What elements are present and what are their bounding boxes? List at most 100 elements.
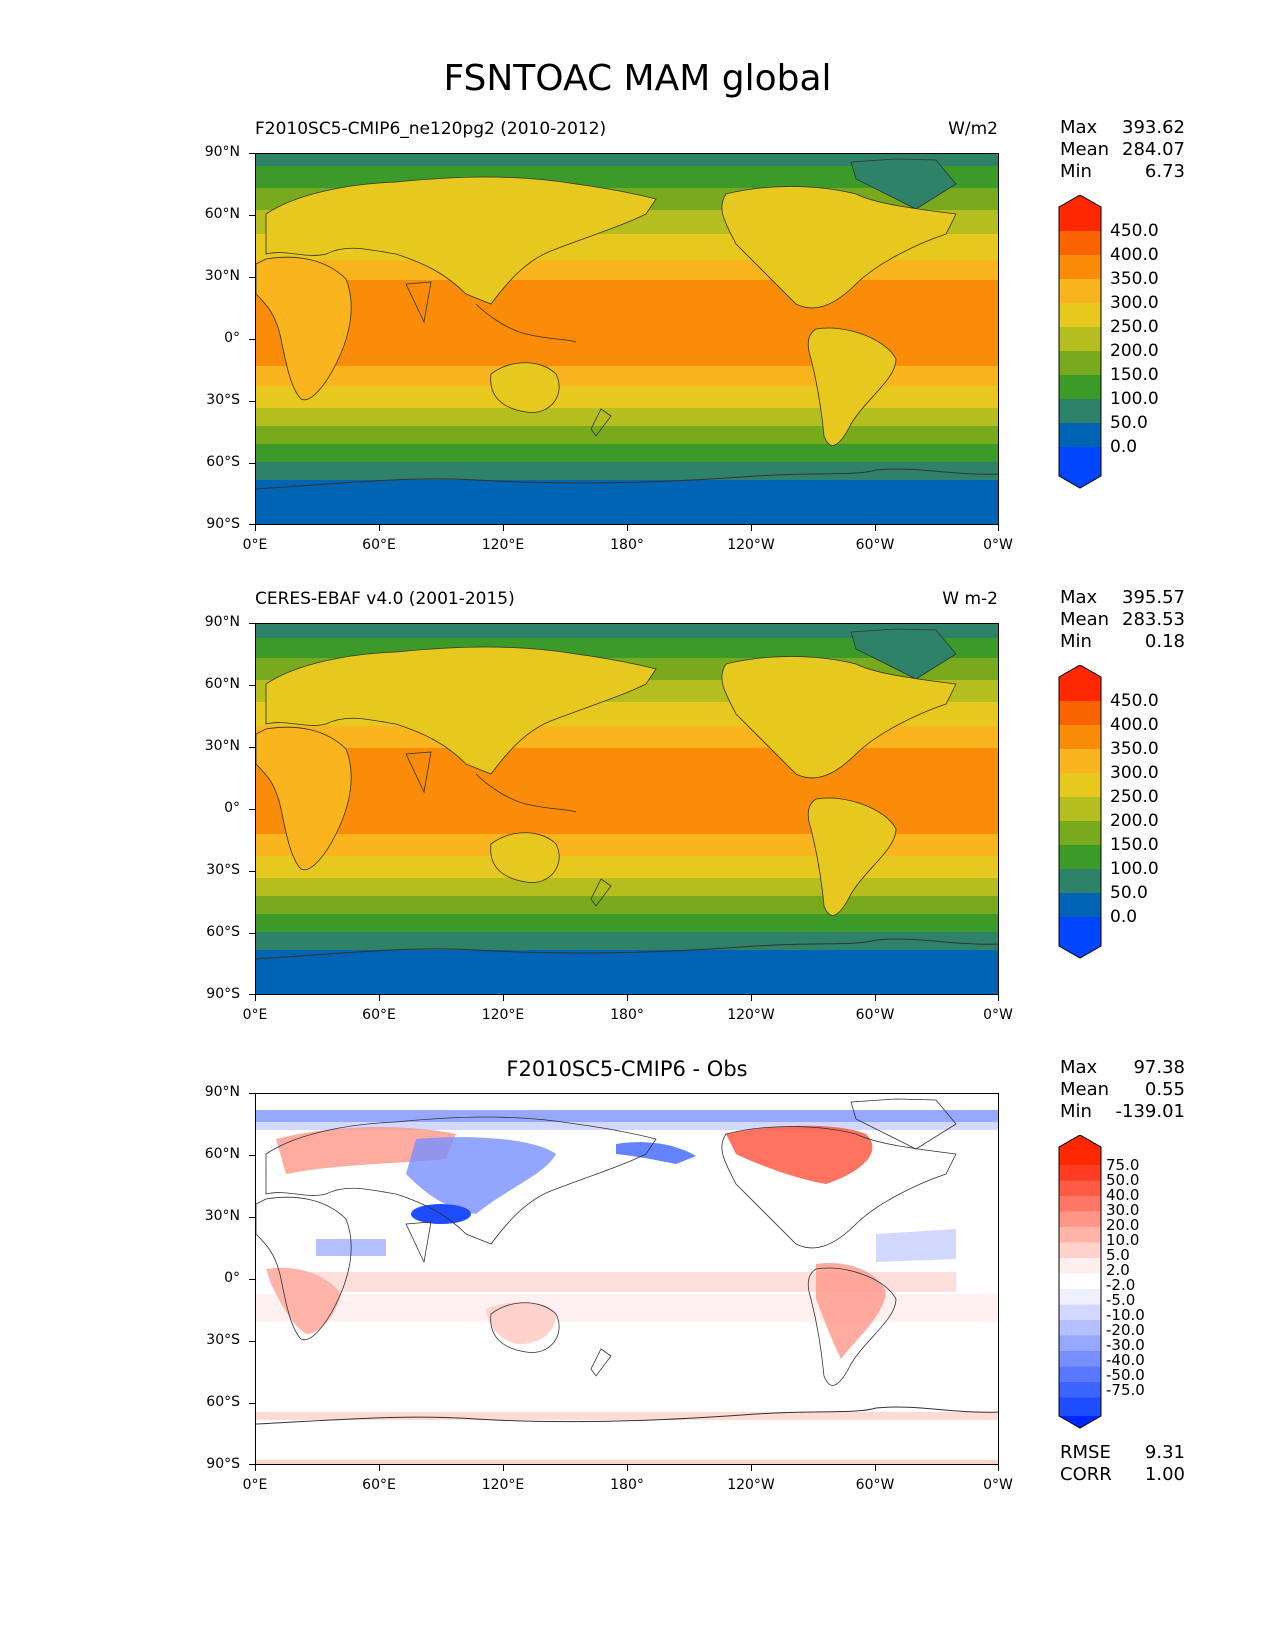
colorbar-label: -40.0 <box>1106 1351 1145 1369</box>
colorbar-label: 50.0 <box>1110 413 1148 433</box>
x-tick-label: 0°W <box>983 1007 1013 1023</box>
colorbar-label: 350.0 <box>1110 739 1159 759</box>
x-tick-label: 180° <box>610 1007 644 1023</box>
y-tick-label: 30°S <box>206 1332 240 1348</box>
x-tick-label: 60°E <box>362 537 396 553</box>
x-tick-label: 0°E <box>242 1477 268 1493</box>
map-plot <box>255 153 999 525</box>
y-tick-label: 60°N <box>204 1146 240 1162</box>
y-tick-label: 0° <box>224 800 240 816</box>
x-tick-label: 180° <box>610 537 644 553</box>
colorbar-label: 2.0 <box>1106 1261 1130 1279</box>
x-tick-label: 0°E <box>242 537 268 553</box>
colorbar-label: 20.0 <box>1106 1216 1140 1234</box>
colorbar-label: 250.0 <box>1110 317 1159 337</box>
stat-min-value: -139.01 <box>1115 1101 1185 1122</box>
y-tick-label: 90°N <box>204 144 240 160</box>
stat-rmse-label: RMSE <box>1060 1442 1111 1463</box>
colorbar-label: 50.0 <box>1110 883 1148 903</box>
y-tick-label: 90°S <box>206 986 240 1002</box>
colorbar-label: 100.0 <box>1110 389 1159 409</box>
stat-max-label: Max <box>1060 117 1098 138</box>
x-tick-label: 180° <box>610 1477 644 1493</box>
stat-min-label: Min <box>1060 631 1092 652</box>
colorbar-label: -20.0 <box>1106 1321 1145 1339</box>
panel-model: F2010SC5-CMIP6_ne120pg2 (2010-2012) W/m2 <box>0 0 1275 553</box>
stat-mean-label: Mean <box>1060 609 1110 630</box>
x-tick-label: 0°E <box>242 1007 268 1023</box>
colorbar-label: 0.0 <box>1110 437 1138 457</box>
colorbar-label: 40.0 <box>1106 1186 1140 1204</box>
colorbar-label: 200.0 <box>1110 811 1159 831</box>
x-tick-label: 60°E <box>362 1007 396 1023</box>
map-plot <box>255 623 999 995</box>
colorbar-label: 10.0 <box>1106 1231 1140 1249</box>
stat-corr-value: 1.00 <box>1144 1464 1185 1485</box>
x-tick-label: 120°W <box>727 537 775 553</box>
x-tick-label: 60°W <box>855 1477 895 1493</box>
y-tick-label: 90°S <box>206 1456 240 1472</box>
stat-max-label: Max <box>1060 587 1098 608</box>
colorbar <box>1058 665 1102 959</box>
colorbar-label: 350.0 <box>1110 269 1159 289</box>
colorbar-label: -30.0 <box>1106 1336 1145 1354</box>
x-tick-label: 60°E <box>362 1477 396 1493</box>
colorbar-label: -2.0 <box>1106 1276 1136 1294</box>
y-tick-label: 60°N <box>204 206 240 222</box>
x-tick-label: 60°W <box>855 537 895 553</box>
colorbar-label: 50.0 <box>1106 1171 1140 1189</box>
panel-title: F2010SC5-CMIP6 - Obs <box>506 1057 748 1081</box>
colorbar-label: -10.0 <box>1106 1306 1145 1324</box>
stat-max-value: 395.57 <box>1122 587 1185 608</box>
y-tick-label: 0° <box>224 330 240 346</box>
stat-mean-value: 284.07 <box>1122 139 1185 160</box>
colorbar-label: 400.0 <box>1110 245 1159 265</box>
colorbar <box>1058 1135 1102 1429</box>
y-tick-label: 60°S <box>206 1394 240 1410</box>
x-tick-label: 120°E <box>481 1007 525 1023</box>
stat-min-label: Min <box>1060 1101 1092 1122</box>
map-canvas <box>256 1094 998 1464</box>
stat-max-label: Max <box>1060 1057 1098 1078</box>
colorbar-label: 150.0 <box>1110 365 1159 385</box>
y-tick-label: 0° <box>224 1270 240 1286</box>
units-label: W/m2 <box>948 119 998 139</box>
stat-corr-label: CORR <box>1060 1464 1112 1485</box>
y-tick-label: 90°N <box>204 614 240 630</box>
stat-rmse-value: 9.31 <box>1144 1442 1185 1463</box>
colorbar-label: -75.0 <box>1106 1381 1145 1399</box>
colorbar-label: 450.0 <box>1110 691 1159 711</box>
map-plot <box>255 1093 999 1465</box>
stat-min-value: 6.73 <box>1144 161 1185 182</box>
y-tick-label: 60°S <box>206 924 240 940</box>
stat-max-value: 393.62 <box>1122 117 1185 138</box>
stat-mean-value: 0.55 <box>1144 1079 1185 1100</box>
colorbar-label: 400.0 <box>1110 715 1159 735</box>
x-tick-label: 120°W <box>727 1477 775 1493</box>
colorbar-label: 5.0 <box>1106 1246 1130 1264</box>
colorbar-label: 300.0 <box>1110 763 1159 783</box>
map-canvas <box>256 154 998 524</box>
x-tick-label: 120°E <box>481 537 525 553</box>
x-tick-label: 120°W <box>727 1007 775 1023</box>
x-tick-label: 60°W <box>855 1007 895 1023</box>
units-label: W m-2 <box>942 589 998 609</box>
colorbar-label: 30.0 <box>1106 1201 1140 1219</box>
y-tick-label: 30°S <box>206 862 240 878</box>
y-tick-label: 60°N <box>204 676 240 692</box>
colorbar-label: 100.0 <box>1110 859 1159 879</box>
colorbar-label: 150.0 <box>1110 835 1159 855</box>
map-canvas <box>256 624 998 994</box>
stat-mean-label: Mean <box>1060 1079 1110 1100</box>
x-tick-label: 120°E <box>481 1477 525 1493</box>
x-tick-label: 0°W <box>983 537 1013 553</box>
stat-mean-label: Mean <box>1060 139 1110 160</box>
y-tick-label: 60°S <box>206 454 240 470</box>
y-tick-label: 30°N <box>204 1208 240 1224</box>
colorbar-label: 200.0 <box>1110 341 1159 361</box>
colorbar-label: 250.0 <box>1110 787 1159 807</box>
stat-mean-value: 283.53 <box>1122 609 1185 630</box>
y-tick-label: 90°S <box>206 516 240 532</box>
y-tick-label: 30°N <box>204 738 240 754</box>
figure-title: FSNTOAC MAM global <box>443 58 832 99</box>
